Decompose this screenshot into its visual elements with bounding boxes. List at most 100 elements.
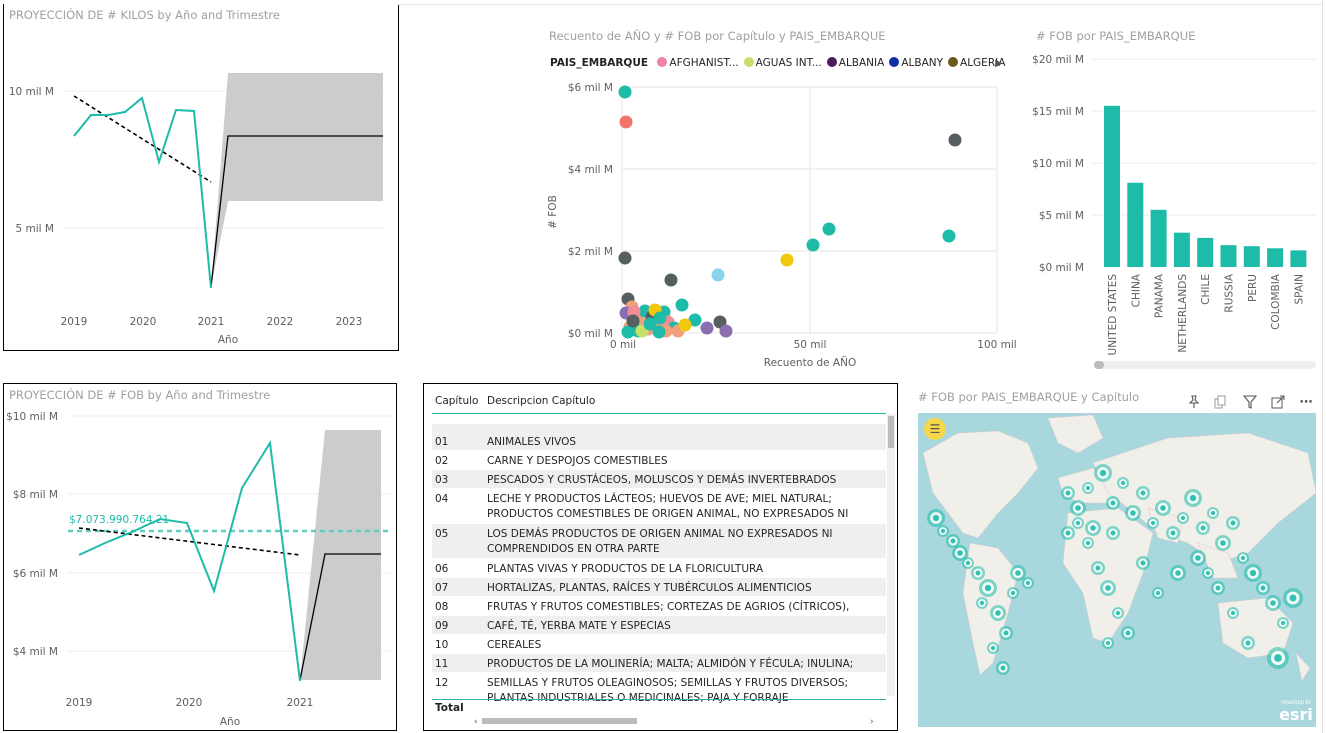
- map-bubble[interactable]: [996, 661, 1010, 675]
- map-bubble[interactable]: [1085, 520, 1101, 536]
- table-row[interactable]: 02 CARNE Y DESPOJOS COMESTIBLES: [432, 451, 886, 469]
- bar[interactable]: [1220, 245, 1237, 267]
- map-bubble[interactable]: [1070, 500, 1086, 516]
- map-bubble[interactable]: [1117, 477, 1129, 489]
- scatter-point[interactable]: [643, 317, 657, 331]
- scatter-point[interactable]: [653, 311, 667, 325]
- map-bubble[interactable]: [1227, 607, 1239, 619]
- legend-item[interactable]: ALGERIA: [948, 57, 1005, 69]
- table-row[interactable]: 03 PESCADOS Y CRUSTÁCEOS, MOLUSCOS Y DEMÁ…: [432, 470, 886, 488]
- bar[interactable]: [1197, 237, 1214, 267]
- scatter-visual[interactable]: Recuento de AÑO y # FOB por Capítulo y P…: [540, 22, 1020, 377]
- map-bubble[interactable]: [1082, 537, 1094, 549]
- scatter-point[interactable]: [719, 324, 733, 338]
- map-bubble[interactable]: [1196, 521, 1210, 535]
- legend-next-icon[interactable]: ▶: [995, 58, 1003, 69]
- bar[interactable]: [1173, 232, 1190, 267]
- table-row[interactable]: 05 LOS DEMÁS PRODUCTOS DE ORIGEN ANIMAL N…: [432, 524, 886, 558]
- map-bubble[interactable]: [1277, 617, 1289, 629]
- filter-icon[interactable]: [1242, 395, 1258, 411]
- map-bubble[interactable]: [1112, 607, 1124, 619]
- map-bubble[interactable]: [946, 534, 960, 548]
- map-bubble[interactable]: [1166, 526, 1180, 540]
- table-row[interactable]: 10 CEREALES: [432, 635, 886, 653]
- scatter-point[interactable]: [664, 273, 678, 287]
- bar[interactable]: [1243, 246, 1260, 267]
- scatter-point[interactable]: [700, 321, 714, 335]
- map-bubble[interactable]: [962, 557, 974, 569]
- map-canvas[interactable]: POWERED BY esri: [918, 413, 1316, 727]
- scatter-point[interactable]: [621, 325, 635, 339]
- bar[interactable]: [1290, 250, 1307, 267]
- map-bubble[interactable]: [1207, 507, 1219, 519]
- map-bubble[interactable]: [1106, 526, 1120, 540]
- map-bubble[interactable]: [1147, 517, 1159, 529]
- bar[interactable]: [1267, 248, 1284, 267]
- map-bubble[interactable]: [1170, 565, 1186, 581]
- map-bubble[interactable]: [1184, 489, 1202, 507]
- map-bubble[interactable]: [1190, 550, 1206, 566]
- bar-scrollbar-track[interactable]: [1094, 361, 1316, 369]
- copy-icon[interactable]: [1212, 395, 1228, 411]
- table-vertical-scrollbar[interactable]: [887, 414, 895, 696]
- map-bubble[interactable]: [1215, 535, 1231, 551]
- focus-icon[interactable]: [1270, 395, 1286, 411]
- map-bubble[interactable]: [1155, 500, 1171, 516]
- scroll-left-icon[interactable]: ‹: [474, 717, 478, 727]
- fob-forecast-visual[interactable]: PROYECCIÓN DE # FOB by Año and Trimestre…: [3, 383, 397, 731]
- map-bubble[interactable]: [1267, 647, 1289, 669]
- map-legend-toggle[interactable]: ☰: [924, 418, 946, 440]
- map-bubble[interactable]: [1265, 595, 1281, 611]
- map-bubble[interactable]: [1082, 482, 1094, 494]
- bar-visual[interactable]: # FOB por PAIS_EMBARQUE $20 mil M $15 mi…: [1028, 22, 1320, 377]
- table-row[interactable]: 08 FRUTAS Y FRUTOS COMESTIBLES; CORTEZAS …: [432, 597, 886, 615]
- map-bubble[interactable]: [927, 509, 945, 527]
- table-row[interactable]: 07 HORTALIZAS, PLANTAS, RAÍCES Y TUBÉRCUL…: [432, 578, 886, 596]
- map-bubble[interactable]: [1007, 587, 1019, 599]
- map-bubble[interactable]: [1256, 581, 1270, 595]
- scatter-point[interactable]: [652, 325, 666, 339]
- map-bubble[interactable]: [1241, 636, 1255, 650]
- map-bubble[interactable]: [1211, 581, 1225, 595]
- map-bubble[interactable]: [1136, 556, 1150, 570]
- scroll-right-icon[interactable]: ›: [870, 717, 874, 727]
- legend-item[interactable]: ALBANIA: [826, 57, 884, 69]
- map-bubble[interactable]: [1283, 588, 1303, 608]
- table-row[interactable]: 11 PRODUCTOS DE LA MOLINERÍA; MALTA; ALMI…: [432, 654, 886, 672]
- scatter-point[interactable]: [626, 314, 640, 328]
- map-bubble[interactable]: [999, 626, 1013, 640]
- legend-item[interactable]: AGUAS INT...: [743, 57, 822, 69]
- legend-item[interactable]: ALBANY: [889, 57, 943, 69]
- table-row[interactable]: 09 CAFÉ, TÉ, YERBA MATE Y ESPECIAS: [432, 616, 886, 634]
- bar[interactable]: [1127, 182, 1144, 267]
- more-icon[interactable]: ⋯: [1299, 395, 1313, 410]
- table-row[interactable]: 04 LECHE Y PRODUCTOS LÁCTEOS; HUEVOS DE A…: [432, 489, 886, 523]
- map-bubble[interactable]: [976, 597, 988, 609]
- map-bubble[interactable]: [1177, 512, 1189, 524]
- map-bubble[interactable]: [937, 525, 949, 537]
- map-bubble[interactable]: [1072, 517, 1084, 529]
- scatter-point[interactable]: [711, 268, 725, 282]
- map-bubble[interactable]: [1100, 580, 1116, 596]
- scatter-point[interactable]: [822, 222, 836, 236]
- bar[interactable]: [1104, 105, 1120, 267]
- map-bubble[interactable]: [971, 566, 985, 580]
- map-bubble[interactable]: [1061, 486, 1075, 500]
- map-bubble[interactable]: [1010, 565, 1026, 581]
- bar-scrollbar-thumb[interactable]: [1094, 361, 1104, 369]
- map-bubble[interactable]: [1152, 587, 1164, 599]
- map-visual[interactable]: # FOB por PAIS_EMBARQUE y Capítulo ⋯ POW…: [915, 386, 1320, 730]
- scatter-point[interactable]: [619, 115, 633, 129]
- map-bubble[interactable]: [1102, 637, 1114, 649]
- legend-item[interactable]: AFGHANIST...: [657, 57, 739, 69]
- map-bubble[interactable]: [1125, 505, 1141, 521]
- map-bubble[interactable]: [1202, 567, 1214, 579]
- scatter-point[interactable]: [618, 85, 632, 99]
- pin-icon[interactable]: [1186, 395, 1202, 411]
- map-bubble[interactable]: [1094, 464, 1112, 482]
- scatter-point[interactable]: [948, 133, 962, 147]
- scatter-point[interactable]: [806, 238, 820, 252]
- scatter-point[interactable]: [780, 253, 794, 267]
- map-bubble[interactable]: [952, 545, 968, 561]
- map-bubble[interactable]: [1106, 496, 1120, 510]
